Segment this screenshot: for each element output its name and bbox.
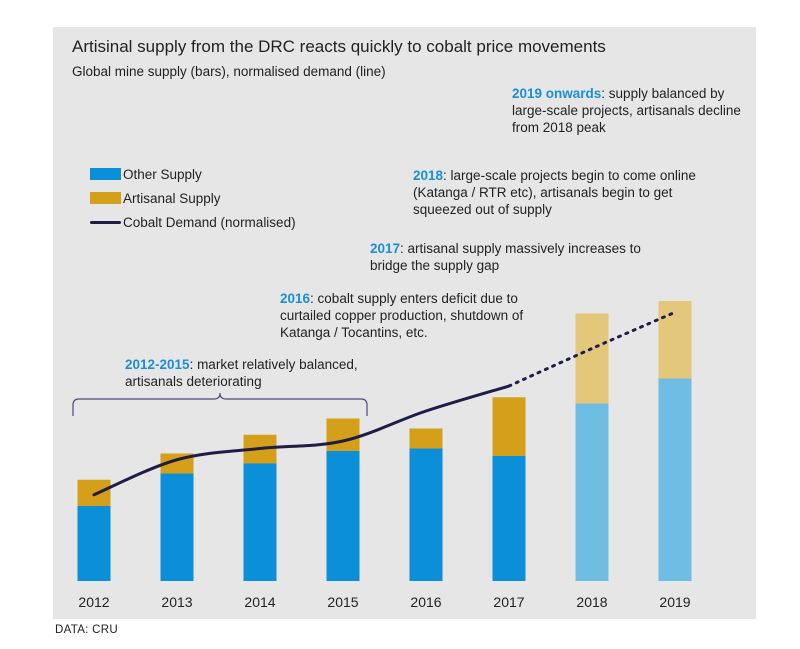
x-tick-2012: 2012 xyxy=(78,594,109,610)
legend-item-other-supply: Other Supply xyxy=(90,162,296,186)
legend-item-cobalt-demand: Cobalt Demand (normalised) xyxy=(90,210,296,234)
annotation-2018-body: : large-scale projects begin to come onl… xyxy=(413,168,696,217)
legend-swatch-demand xyxy=(90,220,121,224)
bar-other-2016 xyxy=(409,448,443,581)
legend-item-artisanal-supply: Artisanal Supply xyxy=(90,186,296,210)
x-tick-2019: 2019 xyxy=(659,594,690,610)
bar-artisanal-2018 xyxy=(575,313,609,404)
x-tick-2016: 2016 xyxy=(410,594,441,610)
legend-swatch-artisanal xyxy=(90,192,121,204)
annotation-2017-body: : artisanal supply massively increases t… xyxy=(370,241,641,273)
bar-other-2013 xyxy=(160,473,194,581)
bar-other-2018 xyxy=(575,403,609,581)
bar-other-2017 xyxy=(492,456,526,581)
annotation-2017: 2017: artisanal supply massively increas… xyxy=(370,240,660,274)
annotation-2012-2015: 2012-2015: market relatively balanced, a… xyxy=(125,356,375,390)
x-tick-2014: 2014 xyxy=(244,594,275,610)
legend: Other Supply Artisanal Supply Cobalt Dem… xyxy=(90,162,296,234)
x-tick-2015: 2015 xyxy=(327,594,358,610)
annotation-2019-head: 2019 onwards xyxy=(512,86,602,101)
annotation-2016: 2016: cobalt supply enters deficit due t… xyxy=(280,290,570,341)
x-tick-2013: 2013 xyxy=(161,594,192,610)
bar-other-2014 xyxy=(243,463,277,581)
bar-artisanal-2012 xyxy=(77,479,111,506)
legend-label-artisanal: Artisanal Supply xyxy=(123,190,221,206)
legend-label-other: Other Supply xyxy=(123,166,202,182)
chart-title: Artisinal supply from the DRC reacts qui… xyxy=(72,37,606,56)
bar-other-2019 xyxy=(658,378,692,581)
bar-artisanal-2019 xyxy=(658,301,692,379)
annotation-2016-head: 2016 xyxy=(280,291,311,306)
bar-other-2012 xyxy=(77,506,111,581)
annotation-2018-head: 2018 xyxy=(413,168,444,183)
bracket-2012-2015 xyxy=(72,392,368,416)
bar-other-2015 xyxy=(326,451,360,581)
demand-line-forecast xyxy=(507,310,677,388)
x-tick-2018: 2018 xyxy=(576,594,607,610)
data-source: DATA: CRU xyxy=(55,624,118,636)
x-tick-2017: 2017 xyxy=(493,594,524,610)
annotation-2018: 2018: large-scale projects begin to come… xyxy=(413,167,713,218)
bar-artisanal-2017 xyxy=(492,397,526,456)
bar-artisanal-2015 xyxy=(326,418,360,451)
annotation-2016-body: : cobalt supply enters deficit due to cu… xyxy=(280,291,524,340)
legend-swatch-other xyxy=(90,168,121,180)
demand-line-actual xyxy=(92,384,511,497)
annotation-2012-2015-head: 2012-2015 xyxy=(125,357,190,372)
bar-artisanal-2016 xyxy=(409,428,443,449)
annotation-2017-head: 2017 xyxy=(370,241,401,256)
annotation-2012-2015-body: : market relatively balanced, artisanals… xyxy=(125,357,358,389)
annotation-2019-body: : supply balanced by large-scale project… xyxy=(512,86,741,135)
annotation-2019: 2019 onwards: supply balanced by large-s… xyxy=(512,85,752,136)
chart-subtitle: Global mine supply (bars), normalised de… xyxy=(72,64,386,79)
legend-label-demand: Cobalt Demand (normalised) xyxy=(123,214,296,230)
